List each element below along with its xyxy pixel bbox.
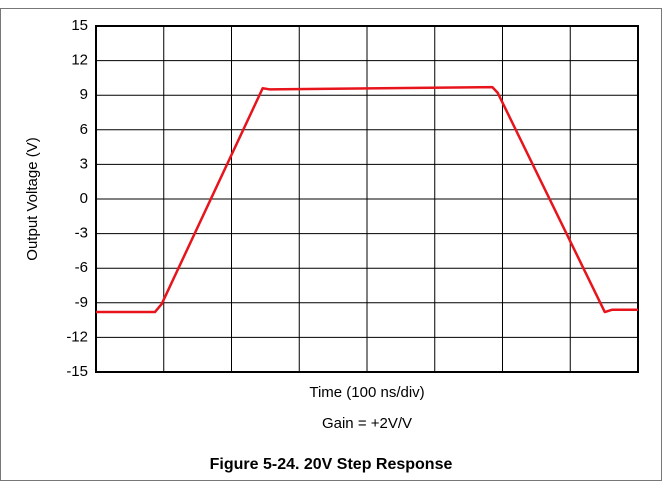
y-tick-label: 9 [80, 86, 88, 103]
plot-border [95, 25, 639, 373]
y-tick-label: -15 [66, 363, 88, 380]
y-tick-label: 15 [71, 17, 88, 34]
y-tick-label: 3 [80, 155, 88, 172]
y-tick-label: 0 [80, 190, 88, 207]
y-tick-label: 6 [80, 121, 88, 138]
chart-title: Figure 5-24. 20V Step Response [210, 456, 453, 473]
y-tick-label: 12 [71, 52, 88, 69]
y-tick-label: -9 [75, 294, 88, 311]
subtitle: Gain = +2V/V [322, 415, 412, 432]
y-axis-label: Output Voltage (V) [24, 137, 41, 260]
frame [0, 8, 662, 481]
x-axis-label: Time (100 ns/div) [309, 384, 424, 401]
y-tick-label: -12 [66, 328, 88, 345]
y-tick-label: -3 [75, 225, 88, 242]
y-tick-label: -6 [75, 259, 88, 276]
line-series [96, 85, 638, 314]
